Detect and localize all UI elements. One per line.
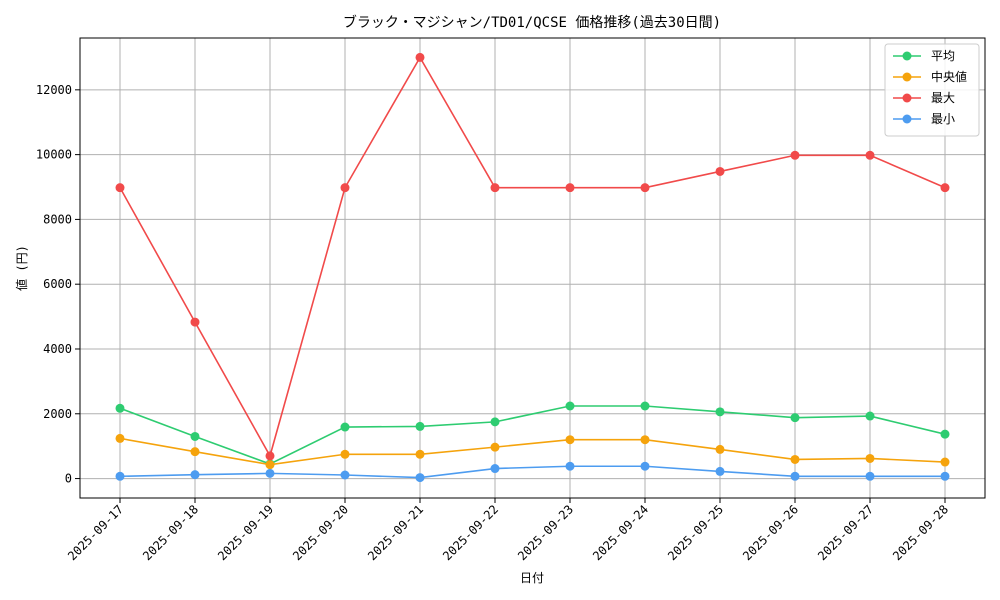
y-tick-label: 6000	[43, 277, 72, 291]
legend-label: 最小	[931, 112, 955, 126]
data-point	[190, 317, 200, 327]
series-line	[119, 55, 946, 458]
data-point	[565, 435, 575, 445]
data-point	[490, 464, 500, 474]
data-point	[940, 429, 950, 439]
y-tick-label: 0	[65, 472, 72, 486]
series-line	[119, 437, 946, 466]
data-point	[565, 183, 575, 193]
x-axis-label: 日付	[520, 571, 544, 585]
data-point	[190, 431, 200, 441]
data-point	[340, 422, 350, 432]
data-point	[790, 454, 800, 464]
series-0	[115, 401, 950, 469]
data-point	[790, 413, 800, 423]
data-point	[640, 401, 650, 411]
data-point	[790, 150, 800, 160]
data-point	[115, 183, 125, 193]
data-point	[340, 470, 350, 480]
data-point	[115, 433, 125, 443]
series-1	[115, 433, 950, 470]
chart-title: ブラック・マジシャン/TD01/QCSE 価格推移(過去30日間)	[343, 14, 721, 31]
plot-frame	[79, 37, 986, 499]
data-point	[640, 183, 650, 193]
series-lines	[115, 52, 950, 483]
y-tick-label: 2000	[43, 407, 72, 421]
legend-swatch-marker	[902, 72, 912, 82]
data-point	[865, 150, 875, 160]
data-point	[565, 401, 575, 411]
data-point	[490, 417, 500, 427]
data-point	[490, 442, 500, 452]
data-point	[415, 473, 425, 483]
series-line	[119, 465, 945, 479]
data-point	[190, 470, 200, 480]
data-point	[865, 411, 875, 421]
data-point	[265, 468, 275, 478]
series-line	[119, 405, 946, 465]
data-point	[715, 407, 725, 417]
data-point	[415, 449, 425, 459]
data-point	[940, 471, 950, 481]
data-point	[340, 449, 350, 459]
data-point	[115, 471, 125, 481]
data-point	[715, 444, 725, 454]
data-point	[940, 457, 950, 467]
legend-label: 平均	[931, 49, 955, 63]
legend-label: 最大	[931, 91, 955, 105]
series-2	[115, 52, 950, 461]
data-point	[265, 451, 275, 461]
data-point	[715, 166, 725, 176]
legend-box	[884, 43, 980, 137]
data-point	[565, 461, 575, 471]
data-point	[265, 460, 275, 470]
data-point	[640, 435, 650, 445]
series-3	[115, 461, 950, 483]
data-point	[190, 447, 200, 457]
y-tick-label: 12000	[36, 83, 72, 97]
data-point	[415, 52, 425, 62]
legend-swatch-marker	[902, 93, 912, 103]
data-point	[715, 466, 725, 476]
data-point	[865, 453, 875, 463]
legend-swatch-marker	[902, 114, 912, 124]
data-point	[865, 471, 875, 481]
y-axis-label: 値 (円)	[14, 245, 29, 291]
legend-swatch-marker	[902, 51, 912, 61]
data-point	[790, 471, 800, 481]
y-tick-label: 4000	[43, 342, 72, 356]
data-point	[115, 403, 125, 413]
data-point	[940, 183, 950, 193]
data-point	[490, 183, 500, 193]
y-tick-label: 8000	[43, 212, 72, 226]
data-point	[640, 461, 650, 471]
y-tick-label: 10000	[36, 148, 72, 162]
legend-label: 中央値	[931, 69, 967, 84]
data-point	[415, 421, 425, 431]
data-point	[340, 183, 350, 193]
